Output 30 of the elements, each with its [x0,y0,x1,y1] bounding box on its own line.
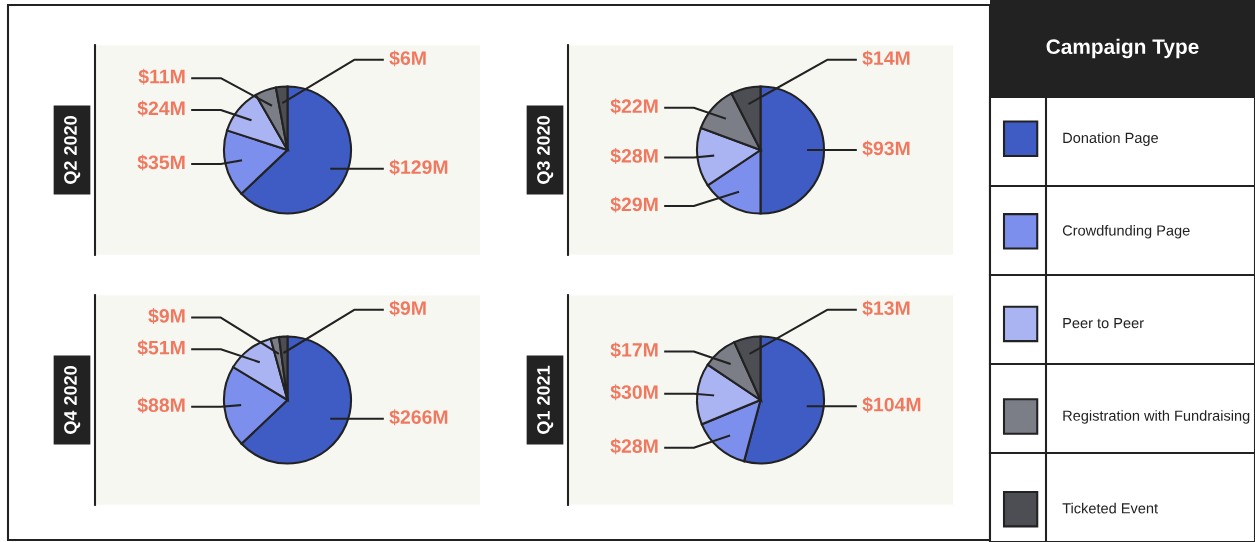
text: Q4 2020 [64,366,81,434]
data-label: $28M [610,148,658,164]
legend-title: Campaign Type [1046,38,1199,59]
legend-label: Crowdfunding Page [1062,224,1190,239]
legend-label: Peer to Peer [1063,318,1144,329]
data-label: $24M [137,100,185,117]
data-label: $35M [137,154,185,171]
data-label: $93M [862,140,910,157]
data-label: $88M [137,397,185,414]
data-label: $28M [610,438,658,455]
data-label: $266M [389,409,448,426]
text: Q1 2021 [537,365,554,434]
data-label: $11M [138,68,185,85]
data-label: $51M [137,339,185,356]
data-label: $30M [610,384,658,401]
text: Q3 2020 [537,116,554,184]
legend-label: Registration with Fundraising [1063,410,1250,424]
legend-label: Ticketed Event [1062,502,1158,514]
data-label: $29M [610,196,658,213]
data-label: $17M [610,342,658,359]
data-label: $14M [862,50,910,67]
data-label: $9M [389,300,426,317]
data-label: $9M [148,308,185,324]
legend-label: Donation Page [1063,132,1159,146]
text: Q2 2020 [64,116,81,184]
data-label: $6M [389,50,426,67]
data-label: $22M [610,98,658,115]
data-label: $129M [389,159,448,176]
data-label: $104M [862,396,921,413]
data-label: $13M [862,300,910,317]
